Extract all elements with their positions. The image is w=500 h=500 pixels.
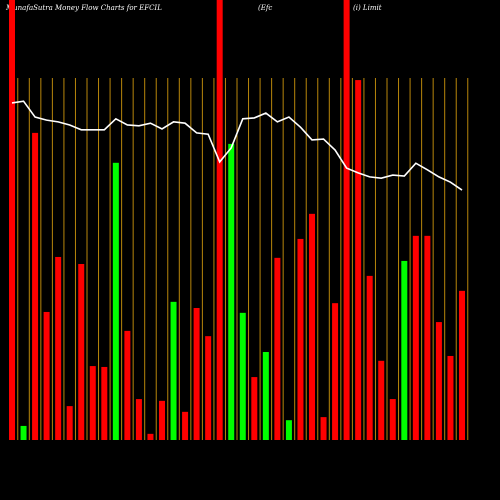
bar <box>297 238 304 440</box>
bar <box>355 80 362 440</box>
bar <box>401 260 408 440</box>
bar <box>389 399 396 440</box>
bar <box>9 0 15 440</box>
bar <box>216 0 223 440</box>
bar <box>78 264 85 440</box>
bar <box>424 235 431 440</box>
bar <box>309 213 315 440</box>
bar <box>262 352 269 440</box>
bar <box>378 360 385 440</box>
bar <box>193 308 200 440</box>
bar <box>447 355 454 440</box>
bar <box>459 290 465 440</box>
bar <box>124 330 131 440</box>
money-flow-line <box>11 100 463 191</box>
bar <box>251 377 258 440</box>
bar <box>435 322 442 440</box>
bar <box>285 420 292 440</box>
bar <box>170 301 177 440</box>
bar <box>66 406 73 440</box>
bar <box>101 366 108 440</box>
bar <box>366 275 373 440</box>
bar <box>274 257 281 440</box>
bar <box>147 433 154 440</box>
bar <box>135 399 142 440</box>
bar <box>112 162 119 441</box>
bar <box>32 132 39 440</box>
bar <box>43 311 50 440</box>
chart-subtitle: (Efc <box>258 4 272 12</box>
bar <box>228 143 235 440</box>
bar <box>89 366 96 440</box>
chart-title: MunafaSutra Money Flow Charts for EFCIL <box>5 4 162 12</box>
bar <box>343 0 350 440</box>
annotation: (i) Limit <box>353 4 382 12</box>
bar <box>55 256 62 440</box>
bar <box>332 303 339 440</box>
bar <box>320 417 327 440</box>
bar <box>239 312 246 440</box>
bar <box>412 235 419 440</box>
bar <box>182 411 189 440</box>
bar <box>159 400 165 440</box>
bar <box>20 425 27 440</box>
bar <box>205 336 212 440</box>
